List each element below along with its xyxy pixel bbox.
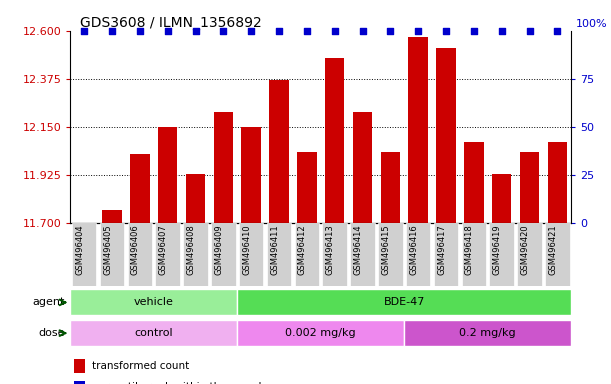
Point: [107, 28, 117, 34]
Point: [163, 28, 172, 34]
Bar: [186, 174, 205, 223]
Bar: [547, 142, 567, 223]
Point: [413, 28, 423, 34]
Bar: [158, 127, 177, 223]
Bar: [74, 381, 85, 384]
FancyBboxPatch shape: [489, 223, 514, 286]
FancyBboxPatch shape: [239, 223, 263, 286]
FancyBboxPatch shape: [462, 223, 486, 286]
Text: GSM496411: GSM496411: [270, 225, 279, 275]
FancyBboxPatch shape: [406, 223, 430, 286]
Bar: [241, 127, 261, 223]
Text: 0.2 mg/kg: 0.2 mg/kg: [459, 328, 516, 338]
Point: [79, 28, 89, 34]
Point: [552, 28, 562, 34]
Point: [330, 28, 340, 34]
FancyBboxPatch shape: [128, 223, 152, 286]
Text: control: control: [134, 328, 173, 338]
FancyBboxPatch shape: [378, 223, 403, 286]
Text: GSM496408: GSM496408: [186, 225, 196, 275]
Text: GSM496418: GSM496418: [465, 225, 474, 275]
Text: GSM496413: GSM496413: [326, 225, 335, 275]
Bar: [325, 58, 345, 223]
Text: GSM496414: GSM496414: [354, 225, 362, 275]
Point: [191, 28, 200, 34]
Bar: [214, 112, 233, 223]
Text: GSM496420: GSM496420: [521, 225, 530, 275]
FancyBboxPatch shape: [518, 223, 542, 286]
Text: agent: agent: [32, 297, 65, 308]
FancyBboxPatch shape: [237, 320, 404, 346]
Text: 0.002 mg/kg: 0.002 mg/kg: [285, 328, 356, 338]
Point: [525, 28, 535, 34]
Text: GSM496415: GSM496415: [381, 225, 390, 275]
FancyBboxPatch shape: [323, 223, 347, 286]
Bar: [464, 142, 484, 223]
Point: [274, 28, 284, 34]
Text: GSM496416: GSM496416: [409, 225, 418, 275]
FancyBboxPatch shape: [183, 223, 208, 286]
Bar: [409, 37, 428, 223]
FancyBboxPatch shape: [237, 290, 571, 315]
Bar: [492, 174, 511, 223]
Text: BDE-47: BDE-47: [384, 297, 425, 308]
Point: [219, 28, 229, 34]
FancyBboxPatch shape: [100, 223, 124, 286]
Point: [469, 28, 479, 34]
Bar: [130, 154, 150, 223]
Text: transformed count: transformed count: [92, 361, 189, 371]
Bar: [297, 152, 316, 223]
Text: percentile rank within the sample: percentile rank within the sample: [92, 382, 268, 384]
Bar: [74, 359, 85, 373]
Text: GSM496404: GSM496404: [75, 225, 84, 275]
Text: GSM496421: GSM496421: [548, 225, 557, 275]
Bar: [520, 152, 540, 223]
FancyBboxPatch shape: [70, 320, 237, 346]
FancyBboxPatch shape: [404, 320, 571, 346]
FancyBboxPatch shape: [295, 223, 319, 286]
Point: [497, 28, 507, 34]
Bar: [381, 152, 400, 223]
FancyBboxPatch shape: [545, 223, 569, 286]
Point: [357, 28, 367, 34]
Text: GSM496409: GSM496409: [214, 225, 224, 275]
FancyBboxPatch shape: [267, 223, 291, 286]
Point: [386, 28, 395, 34]
Text: GSM496406: GSM496406: [131, 225, 140, 275]
FancyBboxPatch shape: [434, 223, 458, 286]
Point: [302, 28, 312, 34]
Text: dose: dose: [38, 328, 65, 338]
FancyBboxPatch shape: [70, 290, 237, 315]
FancyBboxPatch shape: [155, 223, 180, 286]
FancyBboxPatch shape: [211, 223, 236, 286]
Bar: [102, 210, 122, 223]
Text: GSM496417: GSM496417: [437, 225, 446, 275]
FancyBboxPatch shape: [72, 223, 97, 286]
Text: GSM496410: GSM496410: [242, 225, 251, 275]
Text: 100%: 100%: [576, 19, 607, 29]
Text: GSM496407: GSM496407: [159, 225, 167, 275]
Bar: [269, 80, 289, 223]
Text: vehicle: vehicle: [134, 297, 174, 308]
Text: GSM496412: GSM496412: [298, 225, 307, 275]
Point: [135, 28, 145, 34]
Text: GDS3608 / ILMN_1356892: GDS3608 / ILMN_1356892: [80, 16, 262, 30]
Point: [441, 28, 451, 34]
Text: GSM496419: GSM496419: [492, 225, 502, 275]
FancyBboxPatch shape: [350, 223, 375, 286]
Text: GSM496405: GSM496405: [103, 225, 112, 275]
Bar: [353, 112, 372, 223]
Point: [246, 28, 256, 34]
Bar: [436, 48, 456, 223]
